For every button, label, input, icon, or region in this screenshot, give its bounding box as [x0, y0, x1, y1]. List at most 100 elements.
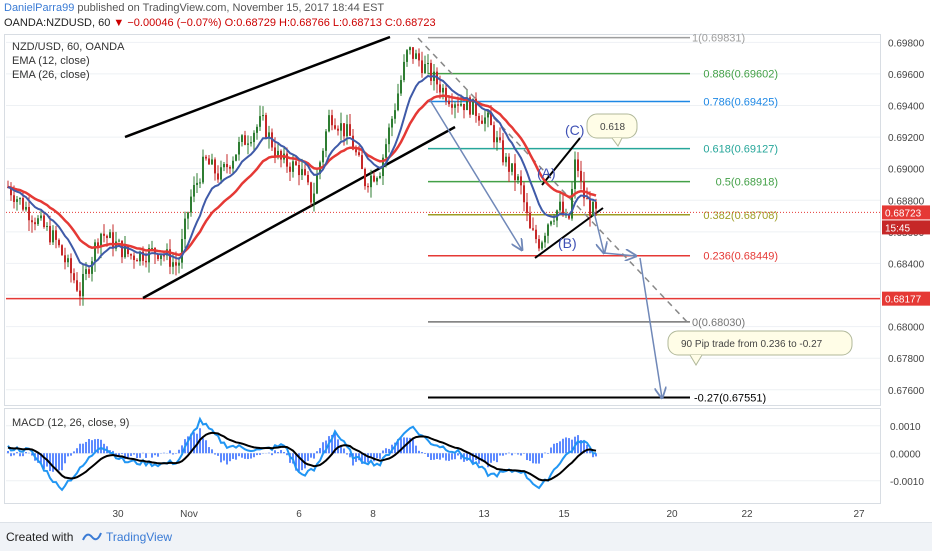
candle-body [358, 152, 360, 156]
candle-body [76, 280, 78, 291]
candle-body [541, 242, 543, 249]
chart-header: DanielParra99 published on TradingView.c… [0, 0, 932, 34]
candle-body [148, 248, 150, 263]
tradingview-brand[interactable]: TradingView [106, 530, 173, 544]
author-link[interactable]: DanielParra99 [4, 2, 75, 14]
candle-body [544, 235, 546, 243]
candle-body [526, 202, 528, 213]
macd-pane[interactable] [4, 408, 881, 504]
candle-body [121, 240, 123, 258]
candle-body [85, 269, 87, 274]
candle-body [220, 167, 222, 180]
candle-body [385, 144, 387, 158]
candle-body [328, 115, 330, 132]
fib-level-label: 0.382(0.68708) [703, 210, 778, 222]
candle-body [301, 169, 303, 176]
candle-body [142, 251, 144, 261]
candle-body [505, 156, 507, 163]
last-price-tag: 0.68723 [885, 208, 922, 219]
fib-level-label: 0.618(0.69127) [703, 144, 778, 156]
price-pane[interactable] [4, 34, 881, 406]
countdown-tag: 15:45 [885, 223, 910, 234]
candle-body [448, 100, 450, 105]
candle-body [40, 215, 42, 219]
candle-body [367, 186, 369, 188]
candle-body [415, 53, 417, 59]
fib-level-label: 1(0.69831) [692, 33, 745, 45]
projection-arrow-1 [429, 99, 522, 250]
candle-body [79, 290, 81, 297]
candle-body [478, 115, 480, 121]
candle-body [109, 232, 111, 238]
price-chart[interactable]: 1(0.69831) 0.886(0.69602) 0.786(0.69425) 0.… [0, 0, 932, 520]
candle-body [331, 115, 333, 126]
fib-level-label: 0.886(0.69602) [703, 69, 778, 81]
y-tick-label: 0.68400 [888, 259, 925, 270]
x-tick-label: 15 [558, 509, 570, 520]
y-tick-label: 0.69800 [888, 38, 925, 49]
wave-label-c: (C) [565, 122, 584, 138]
fib-level-label: 0.5(0.68918) [716, 177, 778, 189]
candle-body [289, 166, 291, 172]
fib-level-label: 0.786(0.69425) [703, 97, 778, 109]
candle-body [589, 198, 591, 216]
candle-body [205, 156, 207, 159]
candle-body [19, 198, 21, 200]
candle-body [151, 247, 153, 249]
candle-body [259, 116, 261, 127]
y-tick-label: 0.69200 [888, 133, 925, 144]
candle-body [427, 62, 429, 65]
candle-body [229, 167, 231, 169]
candle-body [196, 182, 198, 185]
candle-body [406, 50, 408, 62]
candle-body [466, 97, 468, 111]
candle-body [223, 163, 225, 168]
candle-body [250, 142, 252, 144]
pattern-lower-line [534, 207, 604, 259]
candle-body [67, 258, 69, 263]
candle-body [91, 261, 93, 274]
candle-body [322, 150, 324, 163]
candle-body [304, 169, 306, 175]
candle-body [139, 251, 141, 262]
tradingview-logo-icon[interactable] [82, 529, 102, 543]
candle-body [127, 245, 129, 255]
candle-body [262, 115, 264, 117]
candle-body [16, 199, 18, 202]
support-price-tag: 0.68177 [885, 295, 922, 306]
candle-body [490, 112, 492, 126]
candle-body [523, 185, 525, 203]
candle-body [94, 242, 96, 262]
candle-body [52, 230, 54, 243]
candle-body [454, 104, 456, 108]
candle-body [61, 245, 63, 256]
candle-body [73, 273, 75, 281]
candle-body [412, 47, 414, 59]
candle-body [295, 161, 297, 166]
x-tick-label: 20 [666, 509, 678, 520]
candle-body [379, 176, 381, 178]
candle-body [499, 137, 501, 141]
candle-body [133, 255, 135, 261]
x-tick-label: 6 [296, 509, 302, 520]
candle-body [430, 62, 432, 81]
candle-body [163, 255, 165, 257]
candle-body [583, 181, 585, 199]
legend-ema12: EMA (12, close) [12, 55, 90, 67]
macd-y-tick-label: -0.0010 [890, 477, 924, 488]
footer-bar: Created with TradingView [0, 522, 932, 551]
candle-body [145, 260, 147, 263]
candle-body [409, 47, 411, 51]
candle-body [400, 80, 402, 94]
candle-body [343, 123, 345, 137]
candle-body [292, 161, 294, 172]
candle-body [280, 150, 282, 160]
candle-body [574, 159, 576, 189]
candle-body [370, 175, 372, 188]
channel-upper-line [124, 35, 391, 139]
candle-body [394, 110, 396, 119]
candle-body [586, 198, 588, 200]
candle-body [274, 147, 276, 157]
chart-legend: NZD/USD, 60, OANDA EMA (12, close) EMA (… [12, 40, 124, 82]
candle-body [235, 154, 237, 161]
